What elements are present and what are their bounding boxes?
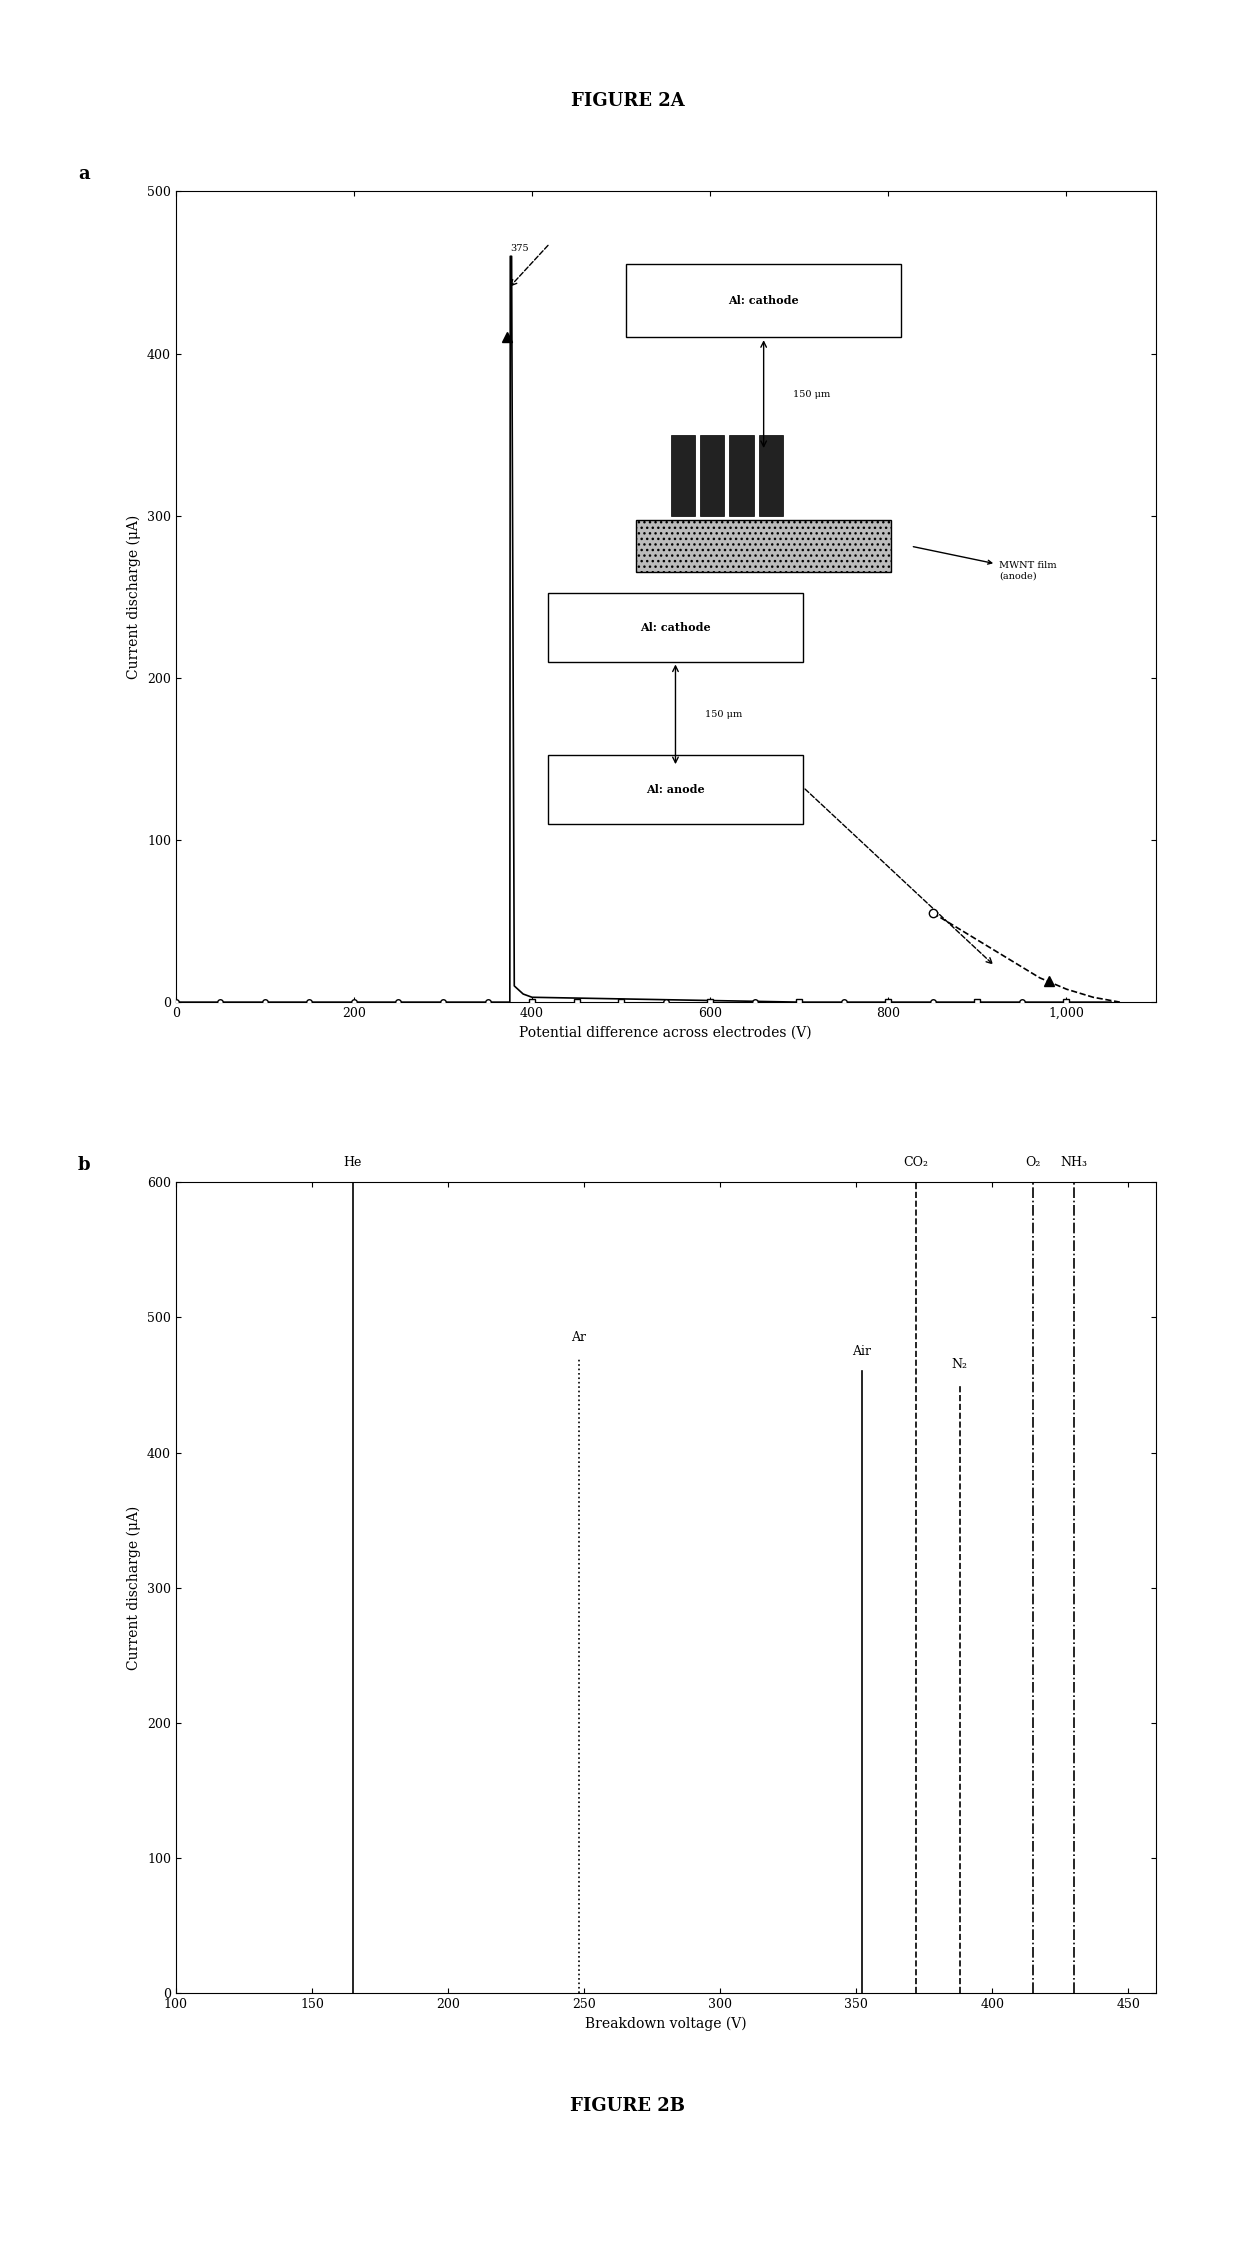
Bar	[759, 435, 784, 516]
X-axis label: Breakdown voltage (V): Breakdown voltage (V)	[585, 2016, 746, 2031]
Bar	[548, 592, 803, 662]
Y-axis label: Current discharge (μA): Current discharge (μA)	[127, 1507, 142, 1669]
Text: 375: 375	[511, 243, 529, 252]
Text: Al: anode: Al: anode	[646, 784, 705, 795]
Text: 150 μm: 150 μm	[705, 709, 742, 718]
Bar	[671, 435, 695, 516]
Text: O₂: O₂	[1025, 1155, 1041, 1169]
Text: FIGURE 2B: FIGURE 2B	[570, 2097, 686, 2115]
Text: NH₃: NH₃	[1060, 1155, 1088, 1169]
Text: N₂: N₂	[952, 1358, 967, 1371]
Bar	[627, 263, 901, 338]
Text: FIGURE 2A: FIGURE 2A	[571, 92, 685, 110]
Text: a: a	[78, 164, 89, 182]
Y-axis label: Current discharge (μA): Current discharge (μA)	[127, 516, 142, 678]
Bar	[730, 435, 754, 516]
Text: Ar: Ar	[571, 1331, 587, 1344]
Text: MWNT film
(anode): MWNT film (anode)	[913, 547, 1056, 581]
X-axis label: Potential difference across electrodes (V): Potential difference across electrodes (…	[520, 1025, 811, 1040]
Text: He: He	[344, 1155, 362, 1169]
Text: Air: Air	[852, 1344, 872, 1358]
Bar	[637, 520, 891, 572]
Text: b: b	[78, 1155, 90, 1173]
Text: Al: cathode: Al: cathode	[641, 622, 711, 633]
Text: 150 μm: 150 μm	[793, 390, 830, 399]
Bar	[548, 754, 803, 824]
Text: Al: cathode: Al: cathode	[728, 295, 799, 306]
Bar	[700, 435, 725, 516]
Text: CO₂: CO₂	[903, 1155, 928, 1169]
